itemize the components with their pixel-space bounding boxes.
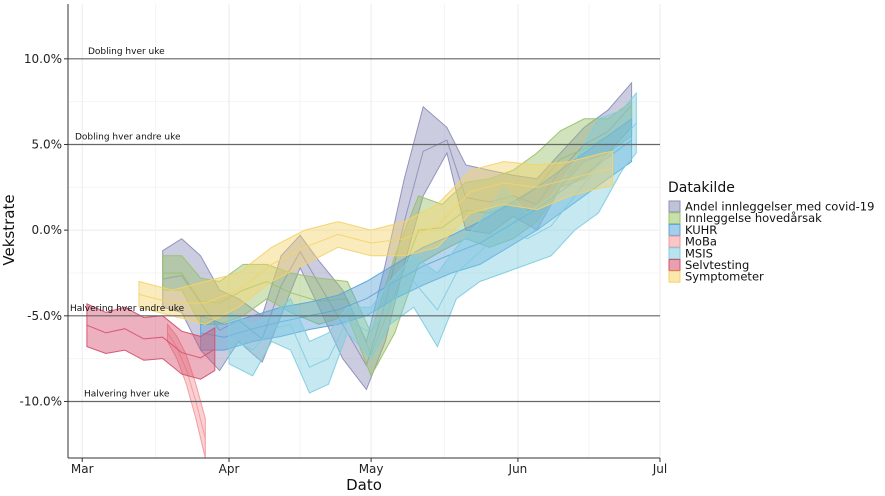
x-tick-label: Apr <box>219 462 240 476</box>
x-tick-label: Jun <box>508 462 528 476</box>
line-andel-innleggelser-med-covid-19 <box>162 104 632 367</box>
legend-swatch <box>668 235 681 248</box>
legend-label: Innleggelse hovedårsak <box>685 211 822 225</box>
legend-label: Selvtesting <box>685 258 749 272</box>
x-tick-label: Mar <box>71 462 94 476</box>
reference-lines: Dobling hver uke Dobling hver andre uke Ha… <box>68 47 660 403</box>
legend-label: KUHR <box>685 223 717 237</box>
line-symptometer <box>138 168 613 304</box>
reference-line-label: Halvering hver uke <box>84 389 170 399</box>
band-kuhr <box>200 117 633 351</box>
legend-label: MSIS <box>685 246 713 260</box>
y-tick-label: 10.0% <box>24 52 62 66</box>
reference-line-label: Dobling hver uke <box>88 47 165 57</box>
y-tick-label: 0.0% <box>32 223 63 237</box>
band-selvtesting <box>86 303 216 380</box>
legend: Datakilde Andel innleggelser med covid-1… <box>668 180 874 284</box>
legend-title: Datakilde <box>668 180 735 196</box>
x-axis-title: Dato <box>346 476 382 494</box>
y-tick-label: -5.0% <box>27 309 62 323</box>
line-kuhr <box>200 139 632 338</box>
legend-swatch <box>668 223 681 236</box>
legend-swatch <box>668 259 681 271</box>
axes: -10.0% -5.0% 0.0% 5.0% 10.0% Mar Apr May Jun Jul <box>20 4 667 476</box>
line-innleggelse-hoved-rsak <box>162 118 632 356</box>
y-tick-label: 5.0% <box>32 137 63 151</box>
x-tick-label: May <box>359 462 384 476</box>
legend-label: Andel innleggelser med covid-19 <box>685 200 874 214</box>
y-axis-title: Vekstrate <box>0 194 18 265</box>
reference-line-label: Dobling hver andre uke <box>75 132 181 142</box>
series-bands <box>86 81 637 459</box>
line-msis <box>228 122 637 368</box>
legend-swatch <box>668 212 681 225</box>
reference-line-label: Halvering hver andre uke <box>70 304 185 314</box>
x-tick-label: Jul <box>652 462 667 476</box>
legend-label: MoBa <box>685 235 717 249</box>
line-selvtesting <box>86 324 216 359</box>
grid-lines <box>68 4 661 458</box>
band-msis <box>228 91 637 394</box>
y-tick-label: -10.0% <box>20 394 62 408</box>
legend-swatch <box>668 200 681 213</box>
legend-swatch <box>668 270 681 283</box>
legend-swatch <box>668 247 681 260</box>
band-symptometer <box>138 150 614 325</box>
legend-label: Symptometer <box>685 270 764 284</box>
line-moba <box>167 332 206 439</box>
